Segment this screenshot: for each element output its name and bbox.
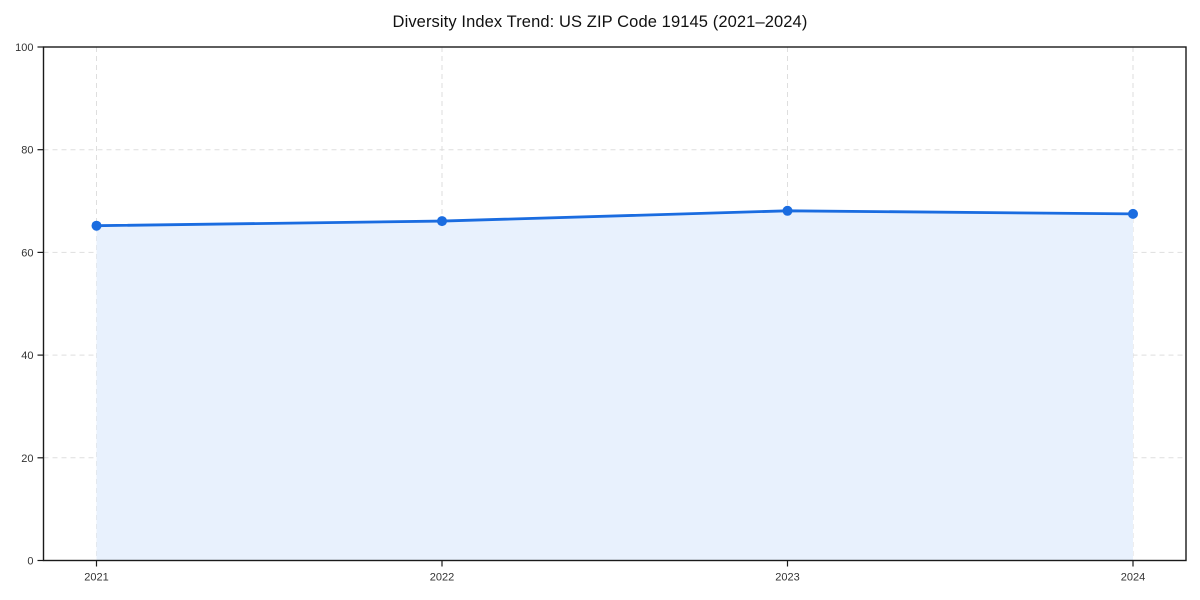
y-tick-label: 60 (21, 247, 33, 259)
data-point (437, 216, 447, 227)
y-tick-label: 100 (15, 42, 33, 54)
y-tick-label: 0 (27, 556, 33, 568)
y-tick-label: 20 (21, 453, 33, 465)
x-tick-label: 2023 (775, 572, 799, 584)
y-tick-label: 80 (21, 145, 33, 157)
trend-line (95, 209, 1135, 228)
data-point (782, 205, 793, 216)
plot-spines (42, 46, 1187, 562)
x-tick-label: 2022 (430, 572, 454, 584)
data-point (1128, 208, 1138, 219)
chart-title: Diversity Index Trend: US ZIP Code 19145… (392, 13, 808, 31)
area-fill (96, 210, 1133, 561)
x-tick-label: 2024 (1121, 572, 1145, 584)
x-tick-label: 2021 (84, 572, 108, 584)
y-tick-label: 40 (21, 350, 33, 362)
data-point (91, 220, 102, 231)
